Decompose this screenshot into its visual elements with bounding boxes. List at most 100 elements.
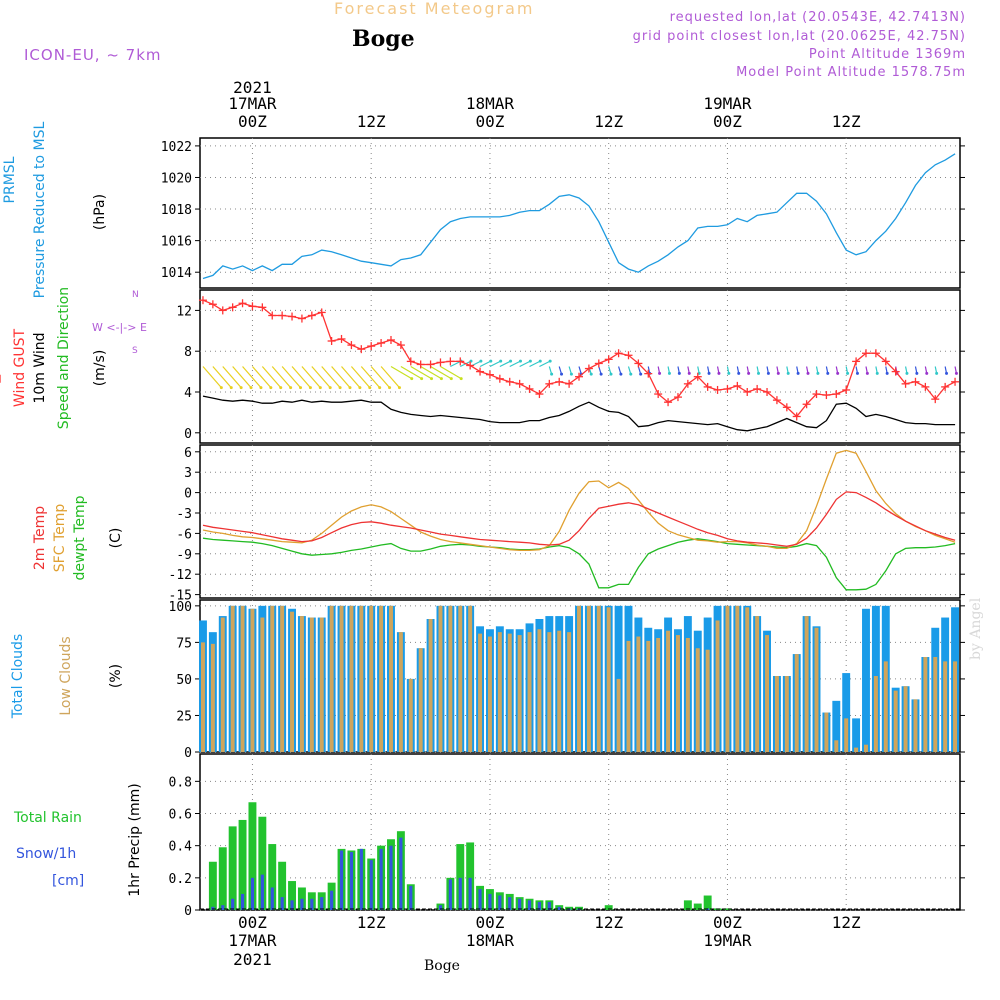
time-top-hour: 00Z: [713, 112, 742, 131]
wind-arrow-head: [420, 377, 424, 381]
snow-bar: [508, 897, 512, 910]
snow-bar: [290, 900, 294, 910]
snow-bar: [518, 898, 522, 910]
low-clouds-bar: [814, 627, 819, 752]
snow-bar: [310, 898, 314, 910]
wind-arrow-head: [667, 371, 671, 375]
wind-arrow-head: [348, 386, 352, 390]
y-tick-label: 50: [176, 673, 192, 688]
low-clouds-bar: [666, 630, 671, 752]
low-clouds-bar: [448, 605, 453, 752]
y-tick-label: 0: [184, 487, 192, 502]
snow-bar: [300, 898, 304, 910]
wind-arrow-head: [619, 372, 623, 376]
wind-10m-line: [202, 395, 956, 432]
low-clouds-bar: [527, 632, 532, 752]
low-clouds-bar: [398, 632, 403, 752]
snow-bar: [468, 877, 472, 910]
time-top-date: 18MAR: [466, 94, 515, 113]
snow-bar: [557, 906, 561, 910]
low-clouds-bar: [487, 636, 492, 752]
wind-arrow-head: [318, 386, 322, 390]
y-tick-label: -12: [169, 568, 192, 583]
y-tick-label: 1020: [161, 171, 192, 186]
wind-arrow: [261, 366, 282, 389]
chart-title: Forecast Meteogram: [334, 0, 535, 18]
time-bottom-hour: 12Z: [832, 913, 861, 932]
y-tick-label: 0.8: [169, 775, 192, 790]
wind-arrow-head: [629, 372, 633, 376]
low-clouds-bar: [557, 630, 562, 752]
precip-label-rain: Total Rain: [14, 810, 82, 826]
wind-arrow: [390, 365, 413, 380]
time-top-year: 2021: [233, 78, 272, 97]
wind-arrow-head: [550, 372, 554, 376]
low-clouds-bar: [329, 605, 334, 752]
low-clouds-bar: [755, 616, 760, 752]
wind-arrow-head: [599, 372, 603, 376]
low-clouds-bar: [903, 686, 908, 752]
y-tick-label: 0.6: [169, 808, 192, 823]
y-tick-label: 75: [176, 636, 192, 651]
low-clouds-bar: [804, 616, 809, 752]
low-clouds-bar: [220, 617, 225, 752]
wind-arrow-head: [449, 377, 453, 381]
snow-bar: [448, 879, 452, 910]
snow-bar: [379, 848, 383, 910]
time-bottom-date: 19MAR: [703, 931, 752, 950]
low-clouds-bar: [537, 629, 542, 752]
snow-bar: [231, 898, 235, 910]
low-clouds-bar: [953, 661, 958, 752]
low-clouds-bar: [715, 620, 720, 752]
wind-arrow: [440, 365, 462, 380]
wind-arrow: [341, 366, 361, 389]
wind-arrow-head: [229, 386, 233, 390]
wind-arrow-head: [459, 377, 463, 381]
wind-arrow-head: [439, 377, 443, 381]
wind-arrow: [281, 366, 301, 389]
low-clouds-bar: [745, 607, 750, 752]
time-bottom-hour: 12Z: [357, 913, 386, 932]
wind-arrow-head: [935, 371, 939, 375]
snow-bar: [537, 901, 542, 910]
rain-bar: [456, 844, 465, 910]
low-clouds-bar: [428, 619, 433, 752]
dewpt-line: [202, 537, 956, 591]
wind-arrow: [321, 366, 341, 389]
snow-bar: [330, 890, 334, 910]
time-bottom-hour: 00Z: [238, 913, 267, 932]
wind-arrow-head: [816, 371, 820, 375]
wind-arrow-head: [687, 371, 691, 375]
wind-arrow-head: [548, 359, 552, 363]
y-tick-label: 0: [184, 904, 192, 919]
low-clouds-bar: [685, 638, 690, 752]
low-clouds-bar: [606, 607, 611, 752]
low-clouds-bar: [240, 605, 245, 752]
wind-arrow-head: [239, 386, 243, 390]
low-clouds-bar: [379, 605, 384, 752]
low-clouds-bar: [389, 605, 393, 752]
low-clouds-bar: [844, 718, 849, 752]
wind-arrow: [291, 366, 311, 389]
wind-arrow: [271, 366, 292, 389]
low-clouds-bar: [468, 605, 473, 752]
snow-bar: [240, 893, 245, 910]
low-clouds-bar: [507, 633, 512, 752]
low-clouds-bar: [705, 649, 710, 752]
point-altitude: Point Altitude 1369m: [808, 47, 966, 62]
wind-arrow-head: [875, 371, 879, 375]
wind-arrow-head: [954, 371, 958, 375]
low-clouds-bar: [725, 605, 730, 752]
low-clouds-bar: [349, 605, 354, 752]
low-clouds-bar: [547, 632, 552, 752]
pressure-line: [202, 153, 956, 280]
low-clouds-bar: [359, 605, 364, 752]
wind-arrow-head: [368, 386, 372, 390]
low-clouds-bar: [616, 678, 621, 752]
low-clouds-bar: [458, 605, 463, 752]
location-title: Boge: [352, 26, 415, 52]
low-clouds-bar: [646, 640, 651, 752]
wind-arrow-head: [410, 377, 414, 381]
low-clouds-bar: [794, 654, 799, 752]
